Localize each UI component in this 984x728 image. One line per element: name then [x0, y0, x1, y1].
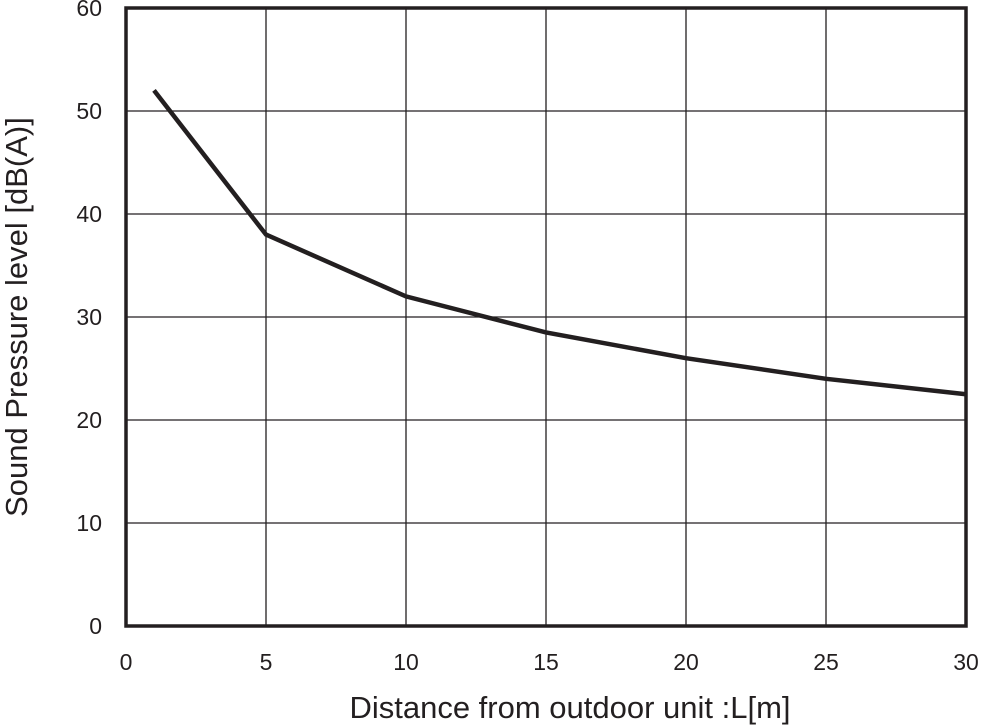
- y-tick-label: 10: [76, 510, 102, 536]
- x-axis-label: Distance from outdoor unit :L[m]: [349, 690, 790, 725]
- plot-frame: [124, 6, 968, 628]
- series-line: [152, 89, 967, 397]
- y-tick-label: 0: [89, 613, 102, 639]
- x-tick-label: 10: [393, 649, 419, 675]
- tick-labels: 0 5 10 15 20 25 30 0 10 20 30 40 50 60: [76, 0, 978, 675]
- y-tick-label: 60: [76, 0, 102, 21]
- x-tick-label: 20: [673, 649, 699, 675]
- x-tick-label: 15: [533, 649, 559, 675]
- y-tick-label: 30: [76, 304, 102, 330]
- grid: [125, 7, 967, 627]
- y-tick-label: 20: [76, 407, 102, 433]
- x-tick-label: 5: [260, 649, 273, 675]
- x-tick-label: 0: [120, 649, 133, 675]
- x-tick-label: 25: [813, 649, 839, 675]
- y-axis-label: Sound Pressure level [dB(A)]: [0, 117, 34, 517]
- y-tick-label: 50: [76, 98, 102, 124]
- y-tick-label: 40: [76, 201, 102, 227]
- x-tick-label: 30: [953, 649, 979, 675]
